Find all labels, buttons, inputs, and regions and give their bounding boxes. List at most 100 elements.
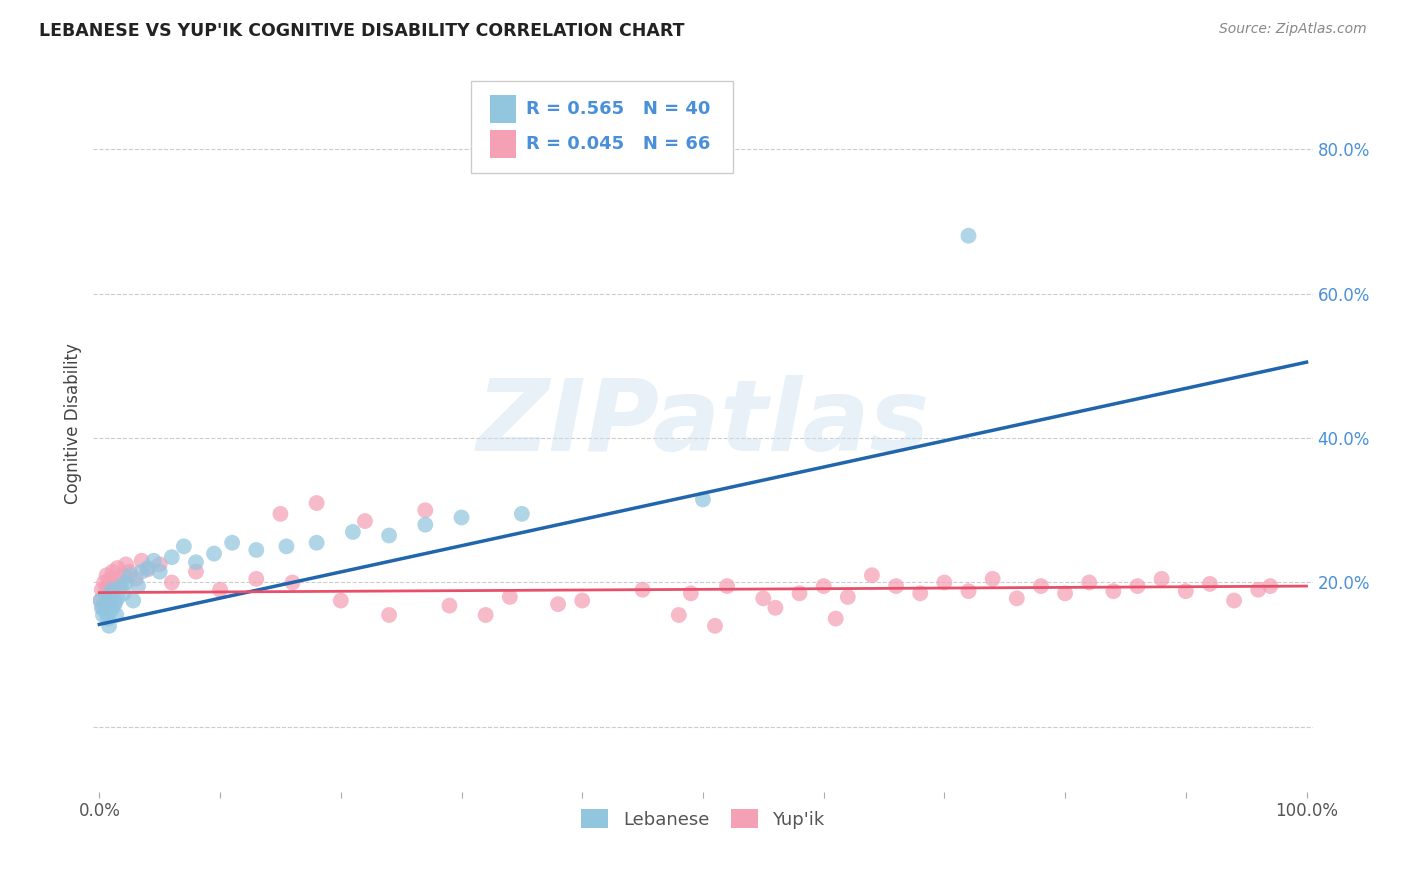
Point xyxy=(202,547,225,561)
Point xyxy=(1126,579,1149,593)
Point xyxy=(107,591,129,606)
Point xyxy=(1054,586,1077,600)
Point xyxy=(108,575,131,590)
Point xyxy=(90,600,112,615)
Point xyxy=(98,586,121,600)
Point xyxy=(499,590,522,604)
Point xyxy=(131,565,153,579)
Point xyxy=(1029,579,1052,593)
Point xyxy=(413,503,436,517)
Point xyxy=(107,561,129,575)
Point xyxy=(342,524,364,539)
Point xyxy=(305,535,328,549)
Text: ZIPatlas: ZIPatlas xyxy=(477,375,929,472)
Point xyxy=(98,572,121,586)
Point xyxy=(118,568,141,582)
Point xyxy=(571,593,593,607)
Point xyxy=(184,555,207,569)
Point xyxy=(934,575,956,590)
Point xyxy=(160,550,183,565)
Text: R = 0.045   N = 66: R = 0.045 N = 66 xyxy=(526,136,710,153)
Point xyxy=(413,517,436,532)
Point xyxy=(450,510,472,524)
Point xyxy=(103,599,125,613)
Point xyxy=(142,554,165,568)
Point xyxy=(1258,579,1281,593)
Point xyxy=(439,599,461,613)
Point xyxy=(1150,572,1173,586)
Point xyxy=(94,586,117,600)
Point xyxy=(96,568,118,582)
Point xyxy=(91,607,114,622)
Point xyxy=(101,582,124,597)
Point xyxy=(1078,575,1101,590)
Point xyxy=(149,558,172,572)
Point xyxy=(90,593,112,607)
Legend: Lebanese, Yup'ik: Lebanese, Yup'ik xyxy=(574,802,832,836)
Point xyxy=(160,575,183,590)
Point xyxy=(245,543,267,558)
Point xyxy=(149,565,172,579)
Point xyxy=(329,593,352,607)
Point xyxy=(104,579,127,593)
Point xyxy=(1102,584,1125,599)
Point xyxy=(354,514,377,528)
Point xyxy=(860,568,883,582)
Text: LEBANESE VS YUP'IK COGNITIVE DISABILITY CORRELATION CHART: LEBANESE VS YUP'IK COGNITIVE DISABILITY … xyxy=(39,22,685,40)
Point xyxy=(281,575,304,590)
Point xyxy=(276,540,298,554)
Point xyxy=(957,584,980,599)
Text: R = 0.565   N = 40: R = 0.565 N = 40 xyxy=(526,100,710,118)
Point xyxy=(957,228,980,243)
Bar xyxy=(489,95,516,123)
Point xyxy=(93,597,115,611)
FancyBboxPatch shape xyxy=(471,81,734,173)
Point xyxy=(305,496,328,510)
Bar xyxy=(489,130,516,158)
Point xyxy=(884,579,907,593)
Point xyxy=(127,579,149,593)
Point xyxy=(100,603,122,617)
Point xyxy=(221,535,243,549)
Point xyxy=(91,600,114,615)
Point xyxy=(101,565,124,579)
Point xyxy=(547,597,569,611)
Point xyxy=(94,604,117,618)
Point xyxy=(98,593,121,607)
Point xyxy=(269,507,291,521)
Point xyxy=(124,572,146,586)
Point xyxy=(510,507,533,521)
Point xyxy=(112,568,135,582)
Text: Source: ZipAtlas.com: Source: ZipAtlas.com xyxy=(1219,22,1367,37)
Point xyxy=(1199,577,1222,591)
Point xyxy=(97,612,120,626)
Point xyxy=(716,579,738,593)
Point xyxy=(98,619,121,633)
Point xyxy=(474,607,496,622)
Point xyxy=(1223,593,1246,607)
Point xyxy=(173,540,195,554)
Point xyxy=(692,492,714,507)
Point xyxy=(122,593,145,607)
Point xyxy=(97,579,120,593)
Point xyxy=(908,586,931,600)
Point xyxy=(96,590,118,604)
Point xyxy=(209,582,232,597)
Point xyxy=(1247,582,1270,597)
Point xyxy=(100,586,122,600)
Point xyxy=(704,619,727,633)
Point xyxy=(668,607,690,622)
Point xyxy=(813,579,835,593)
Point xyxy=(378,528,401,542)
Point xyxy=(789,586,811,600)
Point xyxy=(631,582,654,597)
Point xyxy=(104,596,127,610)
Point xyxy=(90,593,112,607)
Point xyxy=(112,586,135,600)
Point xyxy=(131,554,153,568)
Point xyxy=(105,607,128,622)
Y-axis label: Cognitive Disability: Cognitive Disability xyxy=(65,343,82,504)
Point xyxy=(136,561,159,575)
Point xyxy=(1005,591,1028,606)
Point xyxy=(824,612,846,626)
